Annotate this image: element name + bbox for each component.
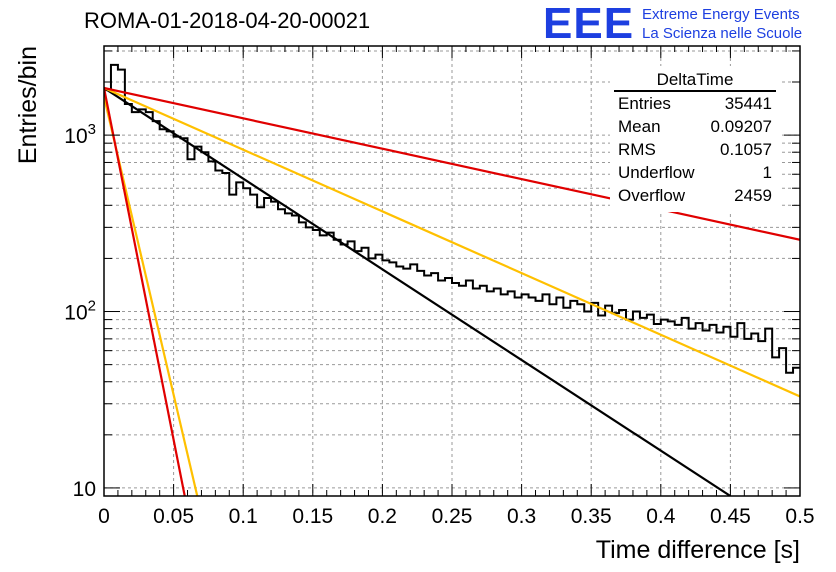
stats-label: Mean (618, 117, 661, 136)
stats-row-entries: Entries 35441 (610, 92, 780, 115)
stats-divider (614, 90, 776, 92)
chart-title: ROMA-01-2018-04-20-00021 (84, 8, 371, 33)
x-tick-label: 0.15 (292, 505, 333, 528)
stats-row-mean: Mean 0.09207 (610, 115, 780, 138)
x-tick-label: 0.2 (368, 505, 397, 528)
stats-label: Overflow (618, 186, 686, 205)
stats-box: DeltaTime Entries 35441 Mean 0.09207 RMS… (610, 66, 780, 212)
stats-row-underflow: Underflow 1 (610, 161, 780, 184)
x-tick-label: 0.1 (229, 505, 258, 528)
logo-line-2: La Scienza nelle Scuole (642, 25, 803, 42)
stats-label: RMS (618, 140, 656, 159)
stats-row-overflow: Overflow 2459 (610, 184, 780, 207)
stats-value: 35441 (724, 94, 772, 113)
stats-label: Entries (618, 94, 671, 113)
stats-value: 0.09207 (710, 117, 772, 136)
x-tick-label: 0 (98, 505, 110, 528)
x-axis-label: Time difference [s] (596, 536, 800, 564)
x-tick-label: 0.05 (153, 505, 194, 528)
stats-value: 1 (762, 163, 772, 182)
logo-mark: EEE (543, 0, 635, 48)
logo-text: Extreme Energy Events La Scienza nelle S… (642, 5, 802, 43)
x-tick-label: 0.25 (432, 505, 473, 528)
stats-value: 0.1057 (720, 140, 772, 159)
stats-label: Underflow (618, 163, 695, 182)
x-tick-label: 0.4 (646, 505, 676, 528)
fit-line (104, 87, 186, 496)
x-tick-label: 0.5 (785, 505, 814, 528)
fit-line (104, 86, 800, 241)
y-axis-label: Entries/bin (14, 46, 42, 164)
x-tick-label: 0.45 (710, 505, 751, 528)
x-tick-label: 0.35 (571, 505, 612, 528)
histogram-step (104, 63, 800, 374)
y-tick-label: 103 (64, 121, 96, 148)
logo-line-1: Extreme Energy Events (642, 6, 800, 23)
stats-row-rms: RMS 0.1057 (610, 138, 780, 161)
stats-title: DeltaTime (656, 70, 734, 89)
eee-logo: EEE Extreme Energy Events La Scienza nel… (543, 2, 802, 46)
y-tick-label: 10 (73, 478, 96, 501)
fit-line (104, 86, 800, 398)
y-tick-label: 102 (64, 298, 96, 325)
x-tick-label: 0.3 (507, 505, 536, 528)
stats-value: 2459 (734, 186, 772, 205)
fit-line (104, 87, 732, 496)
